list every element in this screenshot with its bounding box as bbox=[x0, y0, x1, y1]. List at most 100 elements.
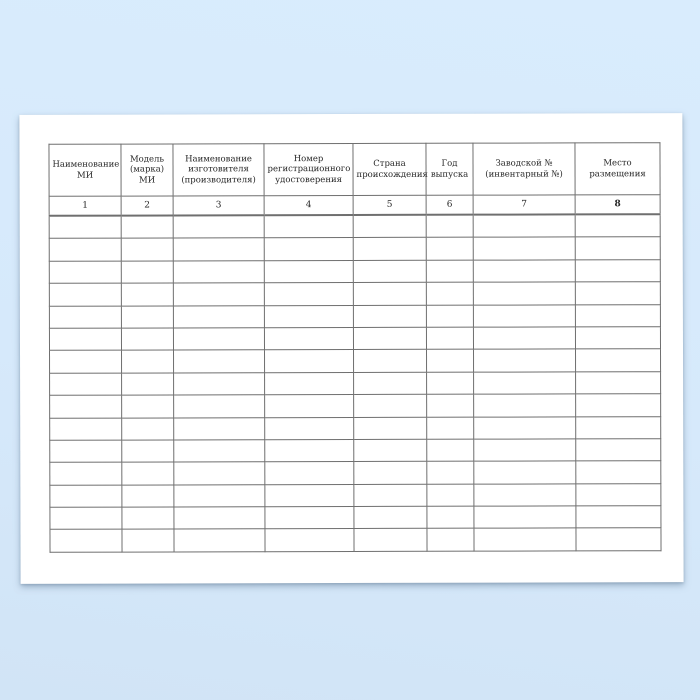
table-row bbox=[49, 371, 661, 396]
table-row bbox=[49, 281, 661, 306]
empty-cell bbox=[426, 506, 474, 529]
empty-cell bbox=[353, 349, 427, 373]
table-row bbox=[49, 483, 661, 508]
empty-cell bbox=[353, 483, 427, 507]
empty-cell bbox=[121, 215, 174, 239]
empty-cell bbox=[121, 305, 174, 329]
empty-cell bbox=[173, 484, 265, 508]
empty-cell bbox=[426, 416, 474, 440]
empty-cell bbox=[575, 393, 661, 417]
empty-cell bbox=[49, 328, 122, 351]
empty-cell bbox=[426, 327, 474, 350]
empty-cell bbox=[173, 350, 265, 373]
empty-cell bbox=[49, 484, 122, 508]
column-number-3: 3 bbox=[173, 195, 265, 216]
empty-cell bbox=[173, 439, 265, 463]
empty-cell bbox=[49, 462, 122, 485]
empty-cell bbox=[173, 529, 266, 552]
empty-cell bbox=[121, 417, 174, 441]
table-row bbox=[49, 326, 661, 351]
empty-cell bbox=[353, 304, 427, 328]
empty-cell bbox=[426, 214, 474, 238]
empty-cell bbox=[353, 260, 427, 283]
column-header-5: Страна происхождения bbox=[352, 143, 428, 196]
empty-cell bbox=[264, 394, 354, 418]
empty-cell bbox=[426, 461, 474, 484]
empty-cell bbox=[49, 260, 122, 284]
empty-cell bbox=[173, 462, 265, 485]
empty-cell bbox=[426, 394, 474, 417]
empty-cell bbox=[49, 305, 122, 329]
empty-cell bbox=[473, 505, 576, 529]
column-header-6: Год выпуска bbox=[425, 143, 474, 196]
empty-cell bbox=[473, 214, 576, 238]
column-number-2: 2 bbox=[121, 195, 174, 216]
column-header-8: Место размещения bbox=[574, 142, 661, 195]
empty-cell bbox=[121, 283, 174, 306]
empty-cell bbox=[121, 350, 174, 373]
empty-cell bbox=[575, 304, 661, 327]
empty-cell bbox=[49, 215, 122, 239]
empty-cell bbox=[473, 326, 576, 350]
column-number-1: 1 bbox=[49, 196, 122, 216]
empty-cell bbox=[426, 304, 474, 328]
empty-cell bbox=[575, 460, 661, 484]
table-row bbox=[49, 304, 661, 329]
empty-cell bbox=[121, 238, 174, 261]
empty-cell bbox=[173, 417, 265, 440]
table-row bbox=[49, 460, 661, 485]
empty-cell bbox=[353, 506, 427, 529]
empty-cell bbox=[426, 282, 474, 305]
empty-cell bbox=[173, 305, 265, 328]
column-header-4: Номер регистрационного удостоверения bbox=[263, 143, 354, 196]
empty-cell bbox=[49, 238, 122, 262]
empty-cell bbox=[473, 304, 576, 328]
empty-cell bbox=[173, 327, 265, 351]
empty-cell bbox=[353, 416, 427, 440]
empty-cell bbox=[575, 326, 661, 350]
empty-cell bbox=[121, 372, 174, 396]
empty-cell bbox=[264, 417, 354, 440]
empty-cell bbox=[473, 416, 576, 440]
column-header-1: Наименование МИ bbox=[48, 144, 122, 197]
empty-cell bbox=[173, 260, 265, 284]
empty-cell bbox=[49, 350, 122, 374]
empty-cell bbox=[473, 282, 576, 305]
column-number-5: 5 bbox=[353, 195, 427, 215]
table-row bbox=[49, 528, 662, 553]
column-number-8: 8 bbox=[575, 194, 661, 215]
empty-cell bbox=[353, 394, 427, 418]
empty-cell bbox=[575, 528, 662, 551]
column-number-6: 6 bbox=[426, 195, 474, 215]
column-header-7: Заводской № (инвентарный №) bbox=[472, 142, 576, 196]
table-body bbox=[49, 214, 662, 553]
empty-cell bbox=[264, 305, 354, 328]
table-row bbox=[49, 505, 661, 530]
empty-cell bbox=[575, 259, 661, 283]
empty-cell bbox=[264, 484, 354, 507]
header-row: Наименование МИ Модель (марка) МИ Наименов… bbox=[48, 142, 661, 197]
empty-cell bbox=[473, 528, 577, 552]
empty-cell bbox=[121, 395, 174, 418]
empty-cell bbox=[49, 417, 122, 441]
empty-cell bbox=[49, 283, 122, 306]
table-row bbox=[49, 237, 661, 262]
empty-cell bbox=[173, 372, 265, 396]
empty-cell bbox=[426, 259, 474, 283]
table-row bbox=[49, 259, 661, 284]
empty-cell bbox=[426, 237, 474, 261]
empty-cell bbox=[473, 483, 576, 507]
empty-cell bbox=[264, 260, 354, 283]
empty-cell bbox=[49, 395, 122, 418]
empty-cell bbox=[264, 372, 354, 395]
table-row bbox=[49, 416, 661, 441]
empty-cell bbox=[575, 438, 661, 462]
table-row bbox=[49, 393, 661, 418]
empty-cell bbox=[353, 214, 427, 238]
empty-cell bbox=[575, 416, 661, 439]
empty-cell bbox=[264, 237, 354, 261]
table-header: Наименование МИ Модель (марка) МИ Наименов… bbox=[48, 142, 661, 216]
empty-cell bbox=[353, 528, 428, 552]
